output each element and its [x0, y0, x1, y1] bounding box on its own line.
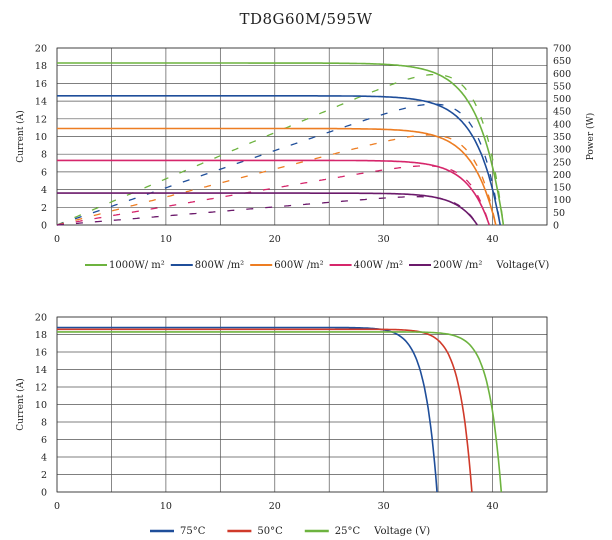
- power-curve: [56, 134, 497, 226]
- y-tick-label: 2: [41, 203, 47, 214]
- iv-curve: [57, 95, 501, 226]
- legend-label: 1000W/ m²: [109, 260, 165, 271]
- iv-curve: [57, 127, 497, 226]
- legend-label: 75°C: [180, 526, 206, 537]
- y-tick-label: 10: [35, 400, 47, 411]
- plot-frame: [56, 47, 548, 226]
- y2-tick-label: 450: [553, 107, 571, 118]
- y-tick-label: 4: [41, 453, 47, 464]
- y-tick-label: 6: [41, 167, 47, 178]
- legend-label: 50°C: [257, 526, 283, 537]
- y2-tick-label: 400: [553, 119, 571, 130]
- y-axis-label: Current (A): [15, 378, 26, 430]
- x-axis-label: Voltage (V): [373, 526, 430, 537]
- y-tick-label: 4: [41, 185, 47, 196]
- x-tick-label: 0: [54, 234, 60, 245]
- y-tick-label: 2: [41, 470, 47, 481]
- y-tick-label: 0: [41, 221, 47, 232]
- temperature-chart: 0 2 4 6 8 10 12 14 16 18 20 0 10 20 30 40 Current (A) 75°…: [15, 313, 548, 537]
- y-tick-label: 18: [35, 61, 47, 72]
- power-curve: [56, 103, 501, 226]
- y-axis-label: Current (A): [15, 110, 26, 162]
- power-curve: [56, 196, 478, 226]
- y2-tick-label: 250: [553, 157, 571, 168]
- y-tick-label: 12: [35, 383, 47, 394]
- y-tick-label: 18: [35, 330, 47, 341]
- y-tick-label: 10: [35, 132, 47, 143]
- iv-curve: [57, 62, 505, 226]
- x-tick-label: 10: [160, 234, 172, 245]
- y2-tick-label: 550: [553, 81, 571, 92]
- x-tick-label: 30: [378, 234, 390, 245]
- y2-tick-label: 0: [553, 221, 559, 232]
- iv-curve: [57, 331, 503, 493]
- x-tick-label: 0: [54, 501, 60, 512]
- legend-label: 200W /m²: [433, 260, 482, 271]
- iv-curve: [57, 192, 478, 226]
- y2-tick-label: 600: [553, 69, 571, 80]
- chart-title: TD8G60M/595W: [239, 10, 373, 28]
- y-tick-label: 14: [35, 97, 47, 108]
- x-tick-label: 30: [378, 501, 390, 512]
- y2-tick-label: 700: [553, 44, 571, 55]
- y-tick-label: 20: [35, 44, 47, 55]
- legend-label: 600W /m²: [274, 260, 323, 271]
- y2-tick-label: 50: [553, 208, 565, 219]
- y-tick-label: 6: [41, 435, 47, 446]
- y2-tick-label: 200: [553, 170, 571, 181]
- y2-tick-label: 150: [553, 183, 571, 194]
- x-tick-label: 40: [487, 234, 499, 245]
- iv-curve: [57, 328, 473, 493]
- y-tick-label: 14: [35, 365, 47, 376]
- legend-label: 800W /m²: [195, 260, 244, 271]
- y2-tick-label: 350: [553, 132, 571, 143]
- legend-label: 25°C: [335, 526, 361, 537]
- y-tick-label: 16: [35, 79, 47, 90]
- power-curve: [56, 73, 505, 226]
- iv-curve: [57, 159, 491, 226]
- y-tick-label: 0: [41, 488, 47, 499]
- y2-tick-label: 100: [553, 195, 571, 206]
- y2-tick-label: 500: [553, 94, 571, 105]
- x-tick-label: 20: [269, 501, 281, 512]
- y-tick-label: 8: [41, 150, 47, 161]
- x-tick-label: 10: [160, 501, 172, 512]
- x-tick-label: 20: [269, 234, 281, 245]
- legend-label: 400W /m²: [354, 260, 403, 271]
- y-tick-label: 20: [35, 313, 47, 324]
- power-curve: [56, 165, 490, 226]
- y2-tick-label: 300: [553, 145, 571, 156]
- y2-tick-label: 650: [553, 56, 571, 67]
- x-axis-label: Voltage(V): [495, 260, 549, 271]
- x-tick-label: 40: [487, 501, 499, 512]
- plot-frame: [56, 316, 548, 493]
- y-tick-label: 8: [41, 418, 47, 429]
- y-tick-label: 12: [35, 114, 47, 125]
- y-tick-label: 16: [35, 348, 47, 359]
- y2-axis-label: Power (W): [585, 113, 596, 161]
